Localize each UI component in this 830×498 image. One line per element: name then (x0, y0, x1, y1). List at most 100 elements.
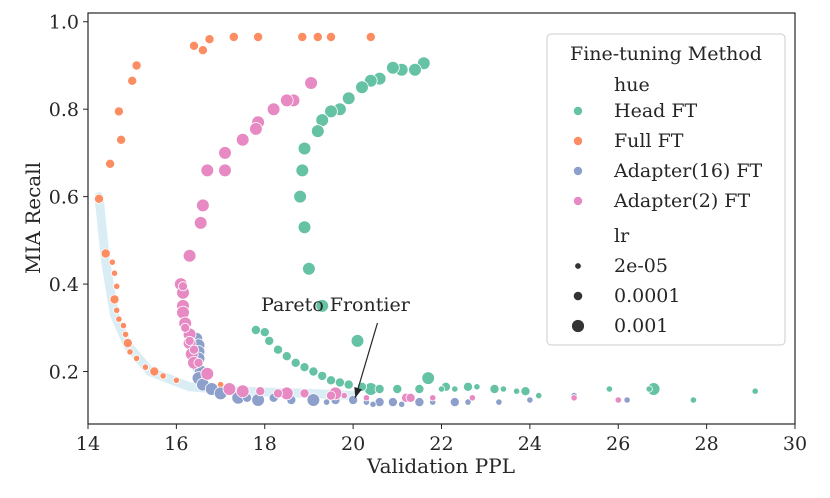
point-adapter-16-ft (369, 400, 377, 408)
point-head-ft (295, 163, 310, 178)
x-axis-label: Validation PPL (366, 454, 515, 478)
point-adapter-2-ft (182, 248, 197, 263)
point-adapter-16-ft (414, 397, 425, 408)
point-full-ft (109, 294, 120, 305)
point-head-ft (689, 396, 698, 404)
point-head-ft (293, 189, 307, 204)
y-axis-ticks: 0.2 0.4 0.6 0.8 1.0 (49, 12, 88, 384)
pareto-arrow-head (354, 387, 363, 398)
point-adapter-16-ft (322, 398, 331, 406)
point-adapter-2-ft (570, 394, 578, 402)
point-adapter-2-ft (235, 133, 250, 147)
point-adapter-16-ft (398, 400, 406, 408)
point-adapter-2-ft (180, 322, 191, 333)
pareto-frontier-label: Pareto Frontier (261, 294, 411, 316)
point-adapter-2-ft (255, 386, 266, 397)
legend-hue-header: hue (614, 74, 650, 96)
point-adapter-2-ft (299, 388, 310, 399)
pareto-arrow-line (354, 322, 379, 398)
point-full-ft (113, 306, 121, 314)
point-head-ft (605, 385, 614, 393)
legend-title: Fine-tuning Method (570, 43, 762, 65)
y-tick-label: 0.4 (49, 274, 79, 296)
point-head-ft (250, 324, 261, 335)
point-full-ft (94, 193, 105, 204)
point-full-ft (127, 75, 138, 86)
point-adapter-16-ft (495, 398, 503, 406)
point-adapter-2-ft (266, 102, 281, 116)
point-full-ft (297, 32, 308, 43)
point-head-ft (302, 261, 316, 276)
point-full-ft (204, 34, 215, 45)
point-adapter-2-ft (249, 122, 263, 136)
point-head-ft (392, 383, 403, 394)
y-tick-label: 0.6 (49, 187, 79, 209)
y-tick-label: 0.2 (49, 362, 79, 384)
legend-size-label: 0.001 (614, 315, 668, 337)
point-head-ft (264, 335, 275, 346)
legend-size-marker (571, 319, 585, 333)
point-head-ft (414, 383, 425, 394)
point-adapter-2-ft (193, 216, 208, 230)
pareto-annotation: Pareto Frontier (261, 294, 411, 398)
x-tick-label: 22 (429, 433, 453, 455)
point-full-ft (188, 40, 199, 51)
point-full-ft (110, 269, 119, 277)
point-adapter-2-ft (188, 344, 199, 355)
point-full-ft (113, 282, 121, 290)
point-adapter-2-ft (614, 396, 622, 404)
legend-size-entries: 2e-05 0.0001 0.001 (571, 255, 680, 337)
x-tick-label: 24 (518, 433, 542, 455)
point-full-ft (228, 32, 239, 43)
point-head-ft (324, 104, 338, 119)
point-adapter-2-ft (200, 366, 215, 381)
point-adapter-2-ft (429, 394, 437, 402)
point-head-ft (334, 377, 345, 388)
legend-size-label: 0.0001 (614, 285, 680, 307)
x-tick-label: 30 (783, 433, 807, 455)
point-head-ft (462, 381, 473, 392)
point-head-ft (297, 141, 312, 156)
point-full-ft (119, 321, 128, 330)
point-adapter-16-ft (449, 397, 460, 408)
point-adapter-2-ft (362, 394, 370, 402)
point-head-ft (272, 344, 283, 355)
point-adapter-16-ft (306, 393, 321, 407)
legend-size-label: 2e-05 (614, 255, 668, 277)
point-adapter-2-ft (405, 392, 416, 403)
point-full-ft (365, 32, 376, 43)
point-adapter-2-ft (218, 146, 232, 160)
legend-label-adapter-16-ft: Adapter(16) FT (613, 160, 763, 182)
point-head-ft (259, 327, 270, 338)
x-axis-ticks: 14 16 18 20 22 24 26 28 30 (76, 424, 807, 455)
point-head-ft (408, 63, 422, 77)
point-head-ft (437, 385, 446, 393)
point-adapter-2-ft (468, 394, 476, 402)
point-head-ft (421, 371, 436, 385)
point-head-ft (350, 334, 365, 348)
point-full-ft (133, 354, 141, 362)
point-head-ft (535, 391, 543, 400)
legend: Fine-tuning Method hue Head FT Full FT Ada… (546, 33, 786, 346)
legend-marker-head-ft (573, 106, 584, 117)
point-adapter-16-ft (387, 397, 398, 408)
point-adapter-2-ft (222, 382, 237, 396)
point-full-ft (122, 330, 130, 338)
point-head-ft (512, 387, 521, 395)
point-adapter-2-ft (184, 335, 195, 346)
point-head-ft (325, 375, 336, 386)
point-full-ft (131, 60, 142, 71)
point-adapter-2-ft (200, 163, 215, 178)
legend-size-marker (573, 291, 583, 301)
point-head-ft (520, 386, 531, 397)
point-adapter-2-ft (279, 93, 294, 108)
y-axis-label: MIA Recall (21, 162, 45, 274)
point-head-ft (473, 383, 481, 391)
point-adapter-16-ft (526, 396, 534, 404)
point-head-ft (281, 351, 292, 362)
point-adapter-2-ft (193, 357, 204, 368)
point-full-ft (159, 372, 167, 380)
point-full-ft (116, 134, 127, 145)
legend-marker-full-ft (573, 135, 584, 146)
point-head-ft (317, 370, 328, 381)
